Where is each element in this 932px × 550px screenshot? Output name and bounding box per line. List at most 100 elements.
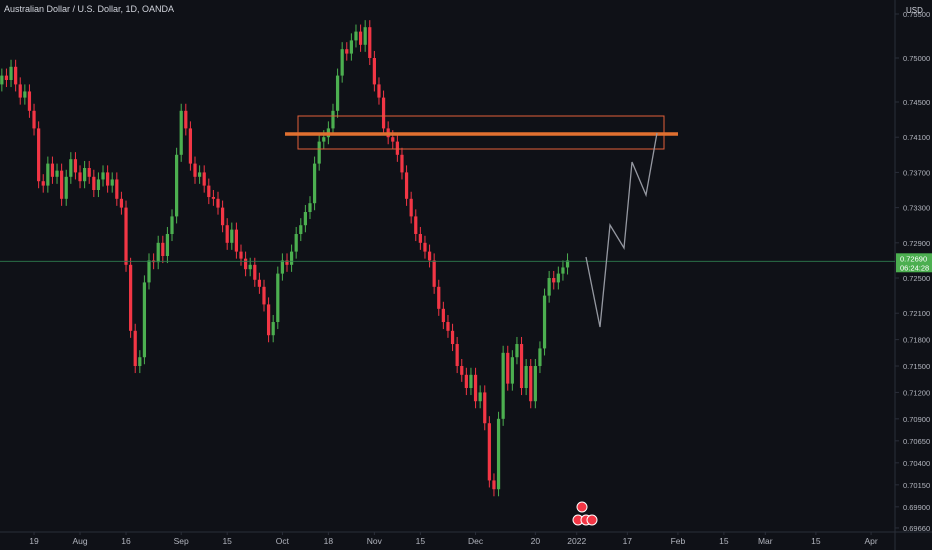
candle-body <box>565 260 570 268</box>
candle-body <box>322 137 326 142</box>
candle-body <box>404 172 409 199</box>
y-tick-label: 0.74500 <box>903 98 930 107</box>
x-tick-label: Nov <box>367 536 383 546</box>
x-tick-label: Mar <box>758 536 773 546</box>
y-tick-label: 0.72900 <box>903 239 930 248</box>
last-price-box <box>896 253 932 273</box>
candle-body <box>50 163 55 177</box>
candle-body <box>515 344 519 358</box>
candle-body <box>101 172 105 180</box>
y-tick-label: 0.75500 <box>903 10 930 19</box>
candle-body <box>501 352 505 419</box>
candle-body <box>69 159 73 177</box>
candle-body <box>460 366 464 375</box>
y-tick-label: 0.70900 <box>903 415 930 424</box>
candle-body <box>220 207 225 226</box>
candle-body <box>400 154 404 173</box>
candle-body <box>519 344 524 389</box>
candle-body <box>331 110 335 129</box>
candle-body <box>170 216 174 235</box>
countdown-label: 06:24:28 <box>900 263 929 272</box>
y-tick-label: 0.70400 <box>903 459 930 468</box>
last-price-label: 0.72690 <box>900 254 927 263</box>
x-tick-label: Sep <box>174 536 189 546</box>
candle-body <box>248 264 252 270</box>
candle-body <box>124 207 128 265</box>
x-tick-label: Apr <box>864 536 877 546</box>
candle-body <box>547 278 551 296</box>
candle-body <box>216 198 220 208</box>
candle-body <box>129 264 133 331</box>
candle-body <box>234 229 239 252</box>
plot-area <box>0 20 895 497</box>
candle-body <box>253 264 257 280</box>
candle-body <box>37 128 41 182</box>
x-tick-label: 20 <box>531 536 541 546</box>
x-tick-label: Oct <box>276 536 290 546</box>
candle-body <box>92 176 96 191</box>
candle-body <box>142 282 147 358</box>
candle-body <box>87 168 91 177</box>
candle-body <box>317 141 321 164</box>
candle-body <box>262 286 266 305</box>
y-tick-label: 0.71500 <box>903 362 930 371</box>
candle-body <box>524 366 528 389</box>
candle-body <box>115 179 119 199</box>
candle-body <box>184 110 188 129</box>
candle-body <box>496 418 501 490</box>
candle-body <box>147 260 151 283</box>
candle-body <box>377 84 381 98</box>
candle-body <box>239 251 243 259</box>
projection-path <box>585 132 658 328</box>
candle-body <box>0 75 4 85</box>
candle-body <box>561 267 565 274</box>
candle-body <box>345 49 349 54</box>
candle-body <box>368 27 372 58</box>
y-tick-label: 0.69900 <box>903 503 930 512</box>
candle-body <box>266 304 271 336</box>
candle-body <box>133 330 137 367</box>
candle-body <box>119 198 124 208</box>
x-tick-label: 18 <box>324 536 334 546</box>
candle-body <box>27 91 32 111</box>
candle-body <box>271 322 275 336</box>
candle-body <box>14 66 18 85</box>
candle-body <box>289 251 294 265</box>
candle-body <box>538 348 542 367</box>
candle-body <box>469 374 473 389</box>
candle-body <box>552 278 556 283</box>
chart-title: Australian Dollar / U.S. Dollar, 1D, OAN… <box>4 4 174 14</box>
x-tick-label: 15 <box>222 536 232 546</box>
y-tick-label: 0.72100 <box>903 309 930 318</box>
x-tick-label: Feb <box>671 536 686 546</box>
x-tick-label: 15 <box>719 536 729 546</box>
candle-body <box>41 181 45 186</box>
candle-body <box>73 159 78 173</box>
candle-body <box>4 75 9 80</box>
candle-body <box>156 242 160 263</box>
candle-body <box>506 352 510 384</box>
candle-body <box>230 229 234 243</box>
candle-body <box>363 27 367 45</box>
candle-body <box>423 242 427 252</box>
candle-body <box>478 392 482 402</box>
y-tick-label: 0.73700 <box>903 168 930 177</box>
candle-body <box>381 97 386 129</box>
candle-body <box>414 216 418 235</box>
event-icon[interactable] <box>576 501 588 513</box>
x-tick-label: 15 <box>416 536 426 546</box>
candle-body <box>529 366 533 402</box>
candle-body <box>161 242 165 257</box>
candle-body <box>285 260 289 265</box>
candle-body <box>78 172 82 182</box>
event-icon[interactable] <box>586 514 598 526</box>
candle-body <box>312 163 317 204</box>
candle-body <box>533 366 537 402</box>
candle-body <box>464 374 468 389</box>
candle-body <box>243 258 248 270</box>
candle-body <box>18 84 22 98</box>
candle-body <box>542 295 547 349</box>
event-icons <box>572 501 598 526</box>
